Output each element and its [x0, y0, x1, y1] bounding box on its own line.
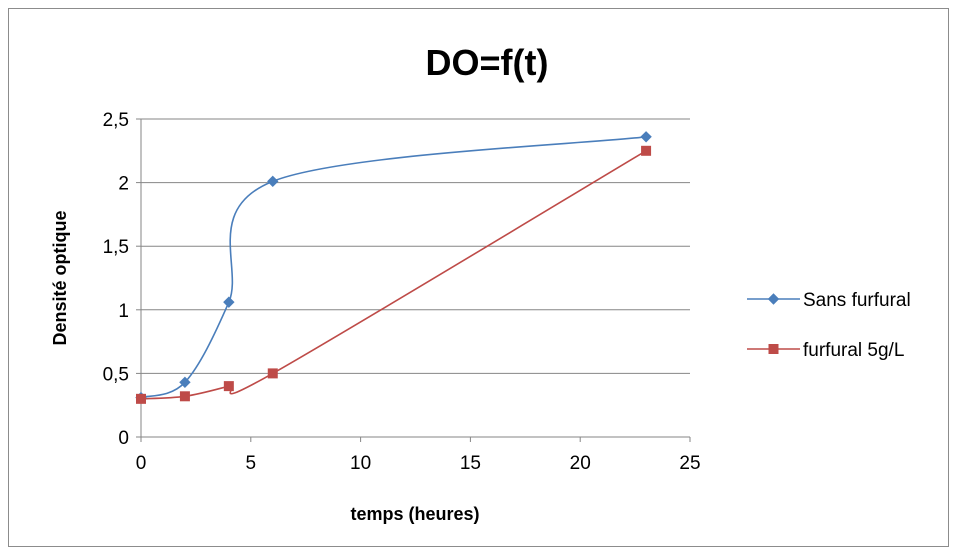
y-tick-label: 0 [118, 428, 129, 449]
x-tick-label: 25 [679, 453, 700, 474]
x-tick-labels: 0 5 10 15 20 25 [136, 453, 701, 474]
y-tick-label: 1,5 [103, 237, 129, 258]
series-2-data-point [641, 145, 652, 156]
chart-border [8, 8, 949, 547]
y-tick-labels: 0 0,5 1 1,5 2 2,5 [103, 110, 129, 449]
series-1-data-point [267, 175, 279, 188]
y-axis-title: Densité optique [50, 210, 70, 345]
x-tick-label: 0 [136, 453, 147, 474]
data-markers [135, 131, 652, 404]
x-tick-label: 5 [246, 453, 257, 474]
x-tick-label: 15 [460, 453, 481, 474]
series-2-data-point [267, 368, 278, 379]
x-tick-label: 20 [570, 453, 591, 474]
series-2-data-point [223, 381, 234, 392]
axes [136, 118, 691, 442]
legend-label-2: furfural 5g/L [803, 340, 904, 361]
series-1-data-point [179, 376, 191, 389]
series-1-data-point [223, 296, 235, 308]
gridlines [141, 118, 690, 374]
series-2-data-point [179, 391, 190, 402]
series-2-data-point [136, 393, 146, 404]
legend: Sans furfural furfural 5g/L [747, 290, 911, 361]
y-tick-label: 1 [118, 301, 129, 322]
legend-marker-2 [768, 344, 779, 354]
x-axis-title: temps (heures) [350, 504, 479, 524]
legend-marker-1 [767, 293, 780, 305]
series-1-data-point [640, 131, 652, 143]
y-tick-label: 2 [118, 174, 129, 195]
chart-title: DO=f(t) [426, 42, 549, 83]
legend-label-1: Sans furfural [803, 290, 911, 311]
y-tick-label: 0,5 [103, 364, 129, 385]
x-tick-label: 10 [350, 453, 371, 474]
y-tick-label: 2,5 [103, 110, 129, 131]
